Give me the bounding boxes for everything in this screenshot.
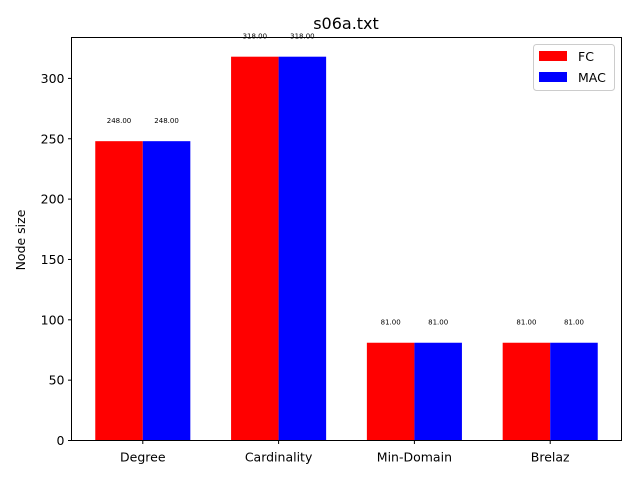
y-tick-label: 200 — [41, 192, 65, 207]
bar-fc-brelaz — [502, 342, 551, 441]
bar-fc-min-domain — [366, 342, 415, 441]
x-tick-label: Brelaz — [531, 450, 570, 465]
legend-label-mac: MAC — [578, 70, 606, 85]
y-axis-label: Node size — [13, 209, 28, 270]
bar-mac-degree — [142, 141, 191, 441]
bars-group — [95, 56, 598, 441]
y-tick-label: 0 — [57, 433, 65, 448]
x-tick-label: Min-Domain — [377, 450, 452, 465]
data-label-fc-min-domain: 81.00 — [381, 319, 401, 327]
data-label-mac-min-domain: 81.00 — [428, 319, 448, 327]
y-tick-label: 150 — [41, 252, 65, 267]
plot-frame — [71, 37, 622, 441]
bar-mac-cardinality — [278, 56, 327, 441]
data-label-fc-brelaz: 81.00 — [516, 319, 536, 327]
data-label-mac-degree: 248.00 — [154, 117, 179, 125]
data-label-mac-brelaz: 81.00 — [564, 319, 584, 327]
legend-swatch-fc — [539, 51, 567, 61]
data-labels-group: 248.00 318.00 81.00 81.00 248.00 318.00 81.00 8… — [107, 33, 584, 327]
data-label-mac-cardinality: 318.00 — [290, 33, 315, 41]
y-tick-label: 250 — [41, 131, 65, 146]
y-tick-label: 300 — [41, 71, 65, 86]
data-label-fc-degree: 248.00 — [107, 117, 132, 125]
y-axis: 0 50 100 150 200 250 300 — [41, 71, 72, 448]
legend-swatch-mac — [539, 72, 567, 82]
x-tick-label: Degree — [120, 450, 166, 465]
y-tick-label: 100 — [41, 312, 65, 327]
x-tick-label: Cardinality — [245, 450, 313, 465]
legend-label-fc: FC — [578, 49, 594, 64]
y-tick-label: 50 — [49, 373, 65, 388]
bar-fc-cardinality — [231, 56, 279, 441]
bar-mac-min-domain — [414, 342, 462, 441]
data-label-fc-cardinality: 318.00 — [243, 33, 268, 41]
bar-fc-degree — [95, 141, 143, 441]
legend: FC MAC — [533, 44, 615, 91]
x-axis: Degree Cardinality Min-Domain Brelaz — [120, 440, 570, 465]
chart-title: s06a.txt — [313, 14, 379, 33]
bar-mac-brelaz — [550, 342, 598, 441]
